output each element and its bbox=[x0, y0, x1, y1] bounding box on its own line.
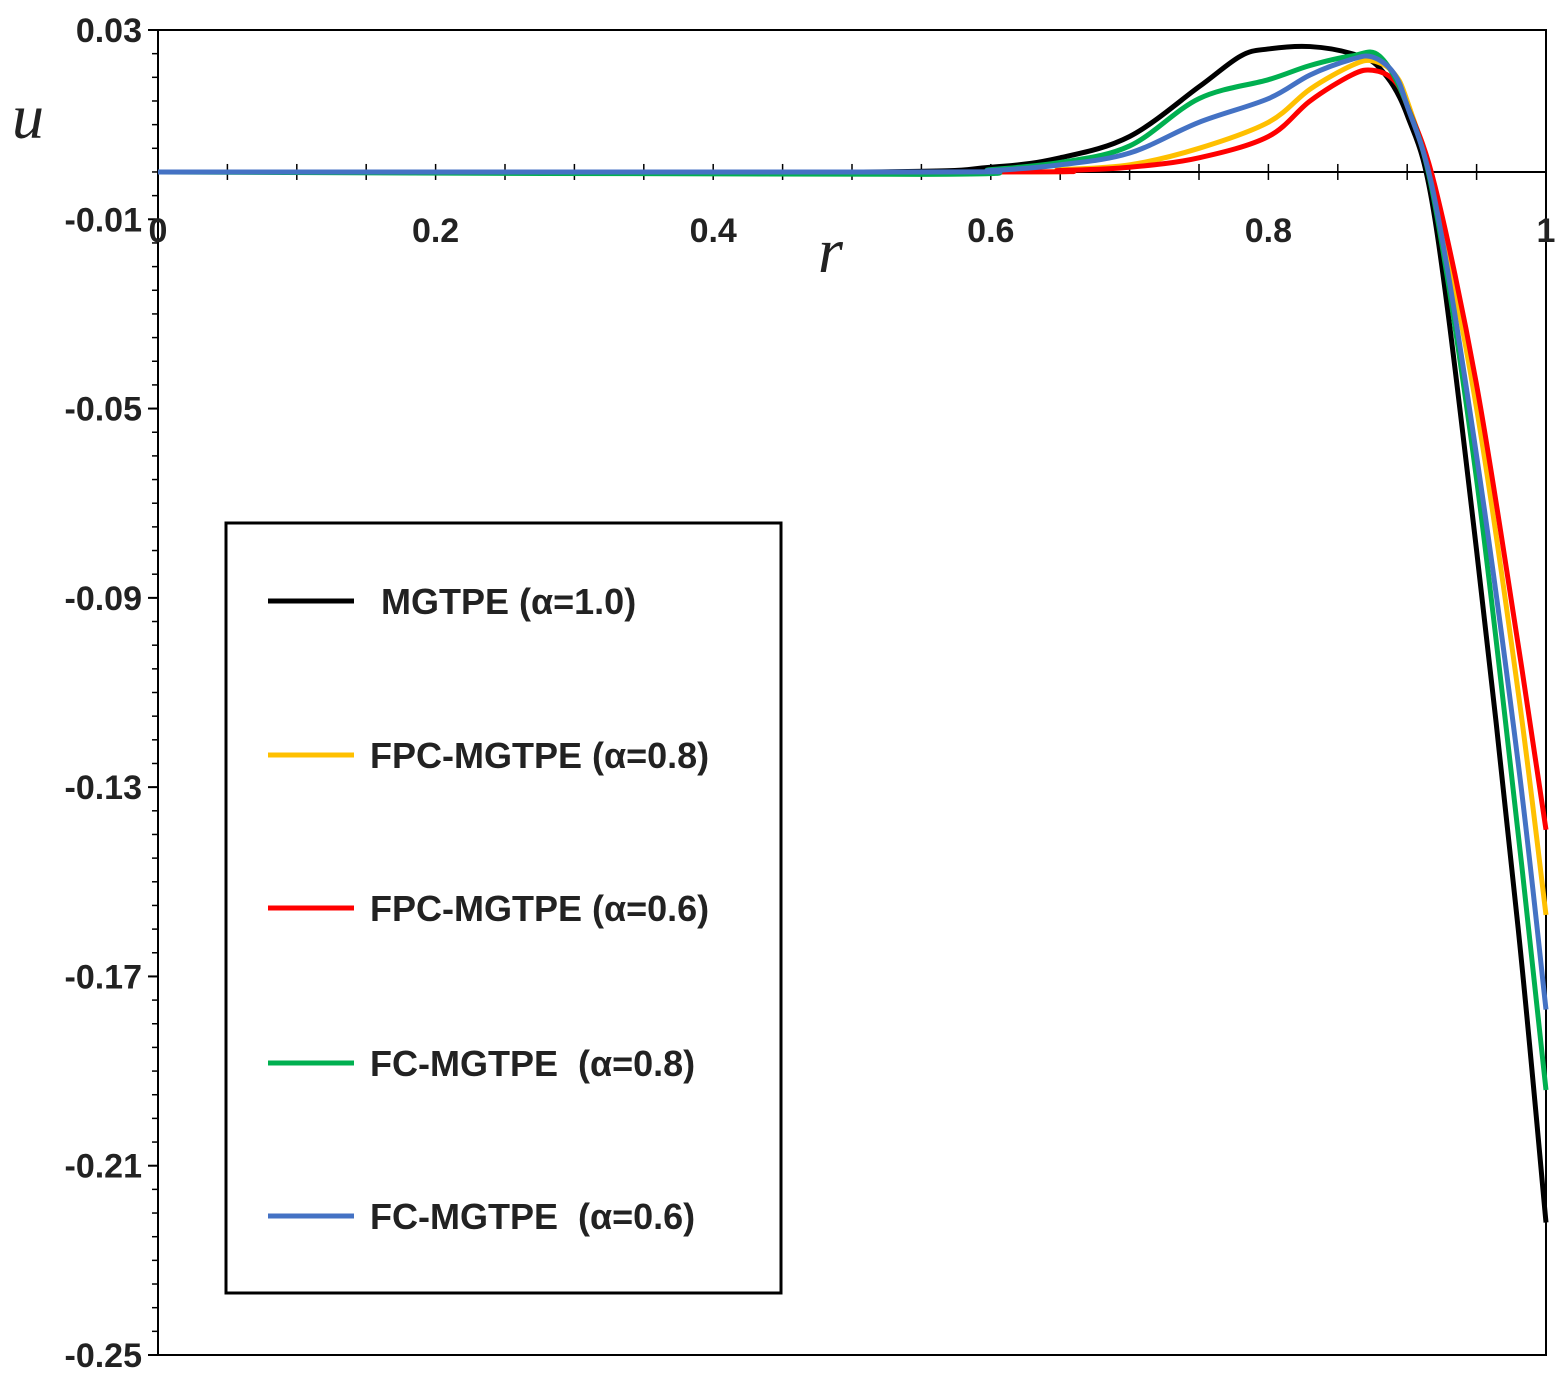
y-tick-label: -0.05 bbox=[65, 391, 143, 429]
x-tick-label: 0.2 bbox=[412, 212, 459, 250]
x-axis-label: r bbox=[818, 215, 844, 286]
y-axis-label: u bbox=[12, 81, 44, 152]
y-tick-label: -0.21 bbox=[65, 1148, 143, 1186]
legend: MGTPE (α=1.0) FPC-MGTPE (α=0.8) FPC-MGTPE … bbox=[224, 521, 783, 1295]
legend-label: FPC-MGTPE (α=0.8) bbox=[370, 735, 709, 776]
legend-label: MGTPE (α=1.0) bbox=[381, 581, 636, 622]
legend-label: FC-MGTPE (α=0.8) bbox=[370, 1043, 695, 1084]
x-tick-label: 0 bbox=[149, 212, 168, 250]
x-tick-label: 0.8 bbox=[1245, 212, 1292, 250]
y-tick-label: -0.01 bbox=[65, 201, 143, 239]
y-tick-label: 0.03 bbox=[76, 12, 142, 50]
legend-label: FC-MGTPE (α=0.6) bbox=[370, 1196, 695, 1237]
x-axis: 0 0.2 0.4 0.6 0.8 1 bbox=[149, 163, 1556, 250]
x-tick-label: 0.4 bbox=[690, 212, 737, 250]
x-tick-label: 1 bbox=[1537, 212, 1556, 250]
series-line bbox=[157, 53, 1549, 1010]
y-tick-label: -0.13 bbox=[65, 769, 143, 807]
series-lines bbox=[157, 43, 1549, 1223]
y-tick-label: -0.25 bbox=[65, 1337, 143, 1375]
y-axis: 0.03 -0.01 -0.05 -0.09 -0.13 -0.17 -0.21 -0.25 bbox=[65, 12, 158, 1375]
x-tick-label: 0.6 bbox=[967, 212, 1014, 250]
y-tick-label: -0.17 bbox=[65, 958, 143, 996]
legend-label: FPC-MGTPE (α=0.6) bbox=[370, 888, 709, 929]
series-line bbox=[157, 67, 1549, 831]
y-tick-label: -0.09 bbox=[65, 580, 143, 618]
